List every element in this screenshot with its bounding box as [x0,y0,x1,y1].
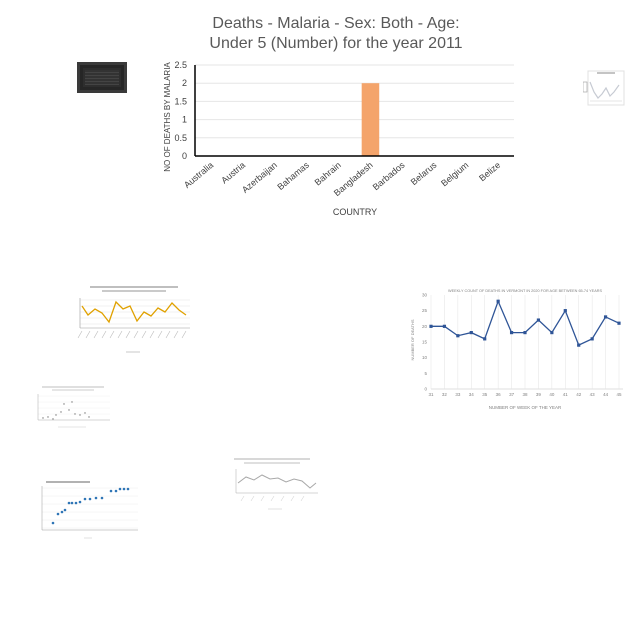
vermont-x-ticks: 31 32 33 34 35 36 37 38 39 40 41 42 43 44 45 [428,392,622,397]
vermont-x-tick: 45 [616,392,622,397]
thumbnail-scatter [37,386,110,428]
vermont-x-label: NUMBER OF WEEK OF THE YEAR [489,405,562,410]
vermont-point [442,324,447,328]
vermont-x-tick: 42 [576,392,582,397]
vermont-title: WEEKLY COUNT OF DEATHS IN VERMONT IN 202… [448,289,602,293]
vermont-y-tick: 30 [422,293,428,298]
x-tick-label: Austria [219,160,247,186]
vermont-point [496,299,500,303]
vermont-x-tick: 40 [549,392,555,397]
dark-image-thumbnail [77,62,127,93]
vermont-x-tick: 43 [590,392,596,397]
x-tick-label: Bahrain [313,160,343,188]
vermont-y-tick: 15 [422,340,428,345]
y-tick-labels: 0 0.5 1 1.5 2 2.5 [174,60,187,161]
x-tick-label: Belgium [439,160,470,189]
thumbnail-top-right [583,70,625,106]
x-axis-label: COUNTRY [333,207,377,217]
x-tick-label: Bahamas [275,160,311,192]
vermont-x-tick: 32 [442,392,448,397]
bar-bangladesh [361,83,380,156]
vermont-x-tick: 31 [428,392,434,397]
vermont-x-tick: 41 [563,392,569,397]
thumbnail-gray-line [234,458,318,510]
x-tick-label: Belize [477,160,502,183]
vermont-y-tick: 0 [424,387,427,392]
y-tick-label: 1.5 [174,96,187,106]
vermont-point [536,318,541,322]
thumbnail-blue-scatter [41,481,138,539]
vermont-y-label: NUMBER OF DEATHS [410,319,415,360]
y-axis-label: NO OF DEATHS BY MALARIA [163,62,172,172]
vermont-x-tick: 36 [496,392,502,397]
vermont-x-tick: 33 [455,392,461,397]
vermont-point [456,334,460,338]
vermont-point [469,331,473,335]
chart-title-line-1: Deaths - Malaria - Sex: Both - Age: [212,15,459,32]
vermont-point [577,343,581,347]
vermont-x-tick: 44 [603,392,609,397]
vermont-point [563,309,567,313]
vermont-point [617,321,621,325]
x-tick-label: Australia [182,160,215,190]
y-tick-label: 2 [182,78,187,88]
bars [361,83,380,156]
y-tick-label: 0.5 [174,133,187,143]
thumbnail-vermont-deaths: WEEKLY COUNT OF DEATHS IN VERMONT IN 202… [410,289,623,410]
vermont-point [603,315,608,319]
vermont-x-tick: 37 [509,392,515,397]
vermont-y-tick: 10 [422,355,428,360]
grid [195,64,514,139]
vermont-y-ticks: 0 5 10 15 20 25 30 [422,293,428,392]
vermont-y-tick: 5 [424,371,427,376]
vermont-x-tick: 38 [522,392,528,397]
vermont-y-tick: 25 [422,308,428,313]
x-tick-label: Barbados [371,160,407,193]
thumbnail-air-quality [77,286,190,353]
vermont-x-tick: 39 [536,392,542,397]
x-tick-label: Belarus [409,160,439,188]
x-tick-label: Azerbaijan [240,160,279,195]
vermont-x-tick: 34 [469,392,475,397]
vermont-grid [430,295,623,390]
vermont-point [590,337,594,341]
vermont-point [550,331,554,335]
vermont-y-tick: 20 [422,324,428,329]
y-tick-label: 2.5 [174,60,187,70]
chart-title-line-2: Under 5 (Number) for the year 2011 [209,35,462,52]
vermont-point [523,331,527,335]
y-tick-label: 0 [182,151,187,161]
vermont-point [429,324,433,328]
vermont-x-tick: 35 [482,392,488,397]
vermont-point [509,331,514,335]
y-tick-label: 1 [182,115,187,125]
vermont-series [429,299,621,347]
vermont-point [483,337,487,341]
